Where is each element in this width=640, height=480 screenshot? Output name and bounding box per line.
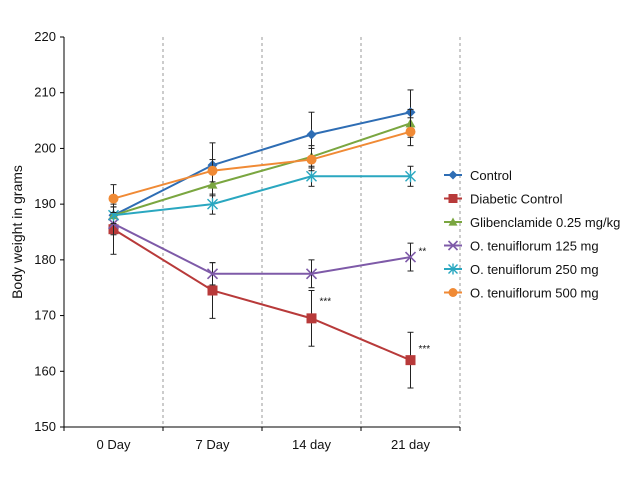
series-o-tenuiflorum-500-mg: [108, 117, 416, 213]
legend-entry: O. tenuiflorum 250 mg: [444, 262, 599, 277]
y-tick-label: 150: [34, 419, 56, 434]
data-point: [404, 251, 417, 263]
data-point: [448, 194, 458, 203]
series-line: [113, 111, 411, 217]
y-tick-label: 180: [34, 252, 56, 267]
legend-entry: O. tenuiflorum 500 mg: [444, 286, 599, 301]
x-tick-label: 14 day: [292, 437, 332, 452]
y-tick-label: 170: [34, 308, 56, 323]
data-point: [306, 154, 317, 165]
data-point: [448, 217, 458, 226]
series-line: [113, 130, 411, 200]
y-tick-label: 220: [34, 29, 56, 44]
data-point: [447, 240, 459, 251]
legend-entry: Control: [444, 168, 512, 183]
series-line: [113, 175, 411, 217]
data-point: [306, 313, 317, 324]
series: [107, 89, 417, 389]
x-tick-label: 7 Day: [196, 437, 230, 452]
y-tick-label: 190: [34, 196, 56, 211]
legend-label: Glibenclamide 0.25 mg/kg: [470, 215, 620, 230]
marker-stroke: [206, 268, 219, 280]
series-o-tenuiflorum-250-mg: [108, 165, 416, 225]
series-line: [112, 228, 411, 362]
data-point: [405, 355, 416, 366]
gridlines: [162, 37, 461, 427]
legend-label: O. tenuiflorum 125 mg: [470, 239, 599, 254]
significance-annotation: ***: [419, 344, 431, 355]
data-point: [305, 268, 318, 280]
marker-stroke: [404, 251, 417, 263]
data-point: [207, 198, 218, 211]
y-tick-label: 200: [34, 140, 56, 155]
x-tick-label: 21 day: [391, 437, 431, 452]
legend: Control Diabetic Control Glibenclamide 0.2…: [444, 168, 620, 301]
legend-label: O. tenuiflorum 250 mg: [470, 262, 599, 277]
legend-label: O. tenuiflorum 500 mg: [470, 286, 599, 301]
significance-annotation: **: [419, 247, 427, 258]
series-line: [113, 222, 411, 275]
x-tick-label: 0 Day: [97, 437, 131, 452]
y-tick-label: 210: [34, 85, 56, 100]
series-line: [113, 122, 411, 217]
data-point: [207, 165, 218, 176]
legend-entry: Diabetic Control: [444, 192, 563, 207]
annotations: ********: [320, 247, 431, 356]
data-point: [206, 268, 219, 280]
legend-entry: O. tenuiflorum 125 mg: [444, 239, 599, 254]
data-point: [207, 285, 218, 296]
data-point: [405, 170, 416, 183]
data-point: [108, 193, 119, 204]
marker-stroke: [305, 268, 318, 280]
data-point: [306, 170, 317, 183]
data-point: [448, 288, 458, 297]
marker-stroke: [447, 240, 459, 251]
legend-entry: Glibenclamide 0.25 mg/kg: [444, 215, 620, 230]
y-tick-label: 160: [34, 363, 56, 378]
legend-label: Diabetic Control: [470, 192, 563, 207]
y-tick-labels: 150 160 170 180 190 200 210 220: [34, 29, 56, 434]
data-point: [405, 126, 416, 137]
significance-annotation: ***: [320, 297, 332, 308]
data-point: [448, 170, 458, 180]
data-point: [306, 129, 317, 140]
data-point: [207, 179, 218, 189]
data-point: [448, 263, 458, 275]
y-axis-title: Body weight in grams: [9, 165, 25, 299]
x-tick-labels: 0 Day 7 Day 14 day 21 day: [97, 437, 431, 452]
legend-label: Control: [470, 168, 512, 183]
axes: Body weight in grams: [9, 36, 461, 431]
